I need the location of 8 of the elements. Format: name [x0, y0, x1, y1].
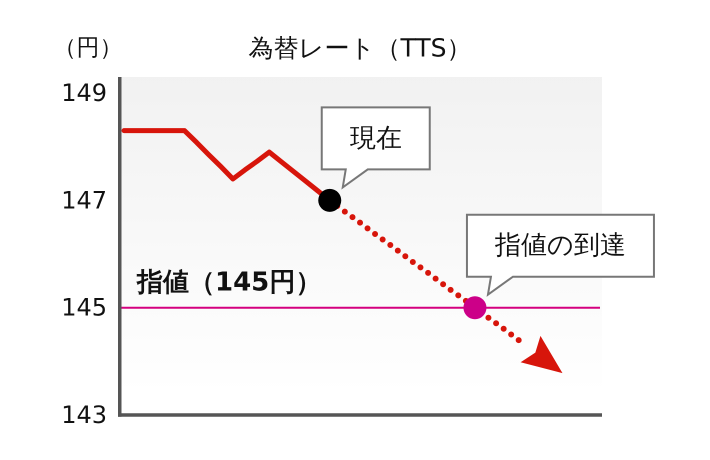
series-label: 指値の到達	[494, 230, 626, 261]
y-tick-label: 147	[61, 186, 107, 214]
series-label: 現在	[350, 123, 402, 154]
title: 為替レート（TTS）	[248, 34, 472, 62]
y-tick-label: 143	[61, 401, 107, 429]
y-label: （円）	[54, 35, 122, 61]
y-tick-label: 149	[61, 79, 107, 108]
y-tick-label: 145	[61, 294, 107, 322]
